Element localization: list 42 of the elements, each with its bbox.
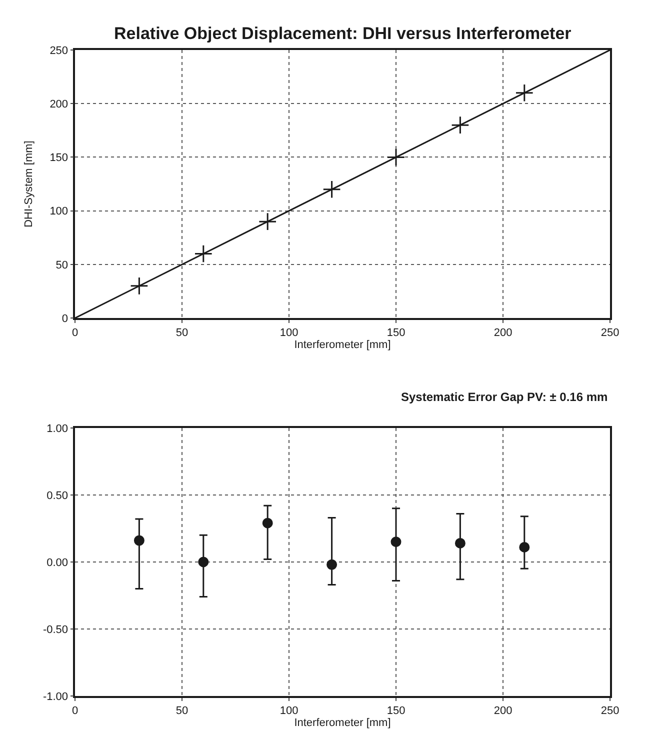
- y-tick-label: 100: [50, 206, 68, 218]
- y-tick-label: 0.50: [46, 490, 68, 502]
- chart-title: Relative Object Displacement: DHI versus Interferometer: [114, 24, 572, 43]
- point: [519, 542, 530, 552]
- x-tick-label: 50: [176, 327, 188, 340]
- y-tick-label: 1.00: [46, 422, 68, 435]
- y-tick-label: -0.50: [42, 624, 68, 636]
- x-axis-title: Interferometer [mm]: [294, 716, 391, 729]
- x-tick-label: 0: [72, 327, 78, 340]
- x-tick-label: 150: [386, 327, 406, 340]
- point: [262, 518, 273, 528]
- y-tick-label: 150: [50, 152, 68, 164]
- point: [515, 84, 534, 102]
- point: [322, 180, 341, 199]
- x-tick-label: 200: [494, 327, 512, 340]
- point: [451, 116, 470, 134]
- point: [454, 538, 466, 548]
- y-tick-label: -1.00: [42, 690, 68, 703]
- point: [326, 559, 338, 570]
- x-tick-label: 150: [386, 704, 406, 717]
- point: [258, 212, 277, 231]
- y-tick-label: 0: [62, 312, 68, 325]
- x-tick-label: 250: [600, 704, 620, 717]
- point: [134, 535, 144, 546]
- y-axis-title: DHI-System [mm]: [22, 140, 35, 228]
- x-tick-label: 100: [280, 327, 298, 340]
- y-tick-label: 0.00: [46, 556, 68, 569]
- y-tick-label: 200: [50, 98, 68, 110]
- x-tick-label: 50: [176, 704, 188, 717]
- y-tick-label: 250: [50, 44, 68, 57]
- point: [390, 536, 402, 548]
- x-tick-label: 200: [494, 704, 512, 717]
- point: [198, 556, 209, 568]
- text: Systematic Error Gap PV: ± 0.16 mm: [401, 390, 608, 404]
- x-tick-label: 0: [72, 704, 78, 717]
- point: [194, 244, 213, 263]
- point: [386, 148, 406, 166]
- x-tick-label: 250: [600, 327, 620, 340]
- x-tick-label: 100: [280, 704, 298, 717]
- y-tick-label: 50: [56, 259, 68, 272]
- point: [130, 276, 148, 296]
- x-axis-title: Interferometer [mm]: [294, 339, 391, 352]
